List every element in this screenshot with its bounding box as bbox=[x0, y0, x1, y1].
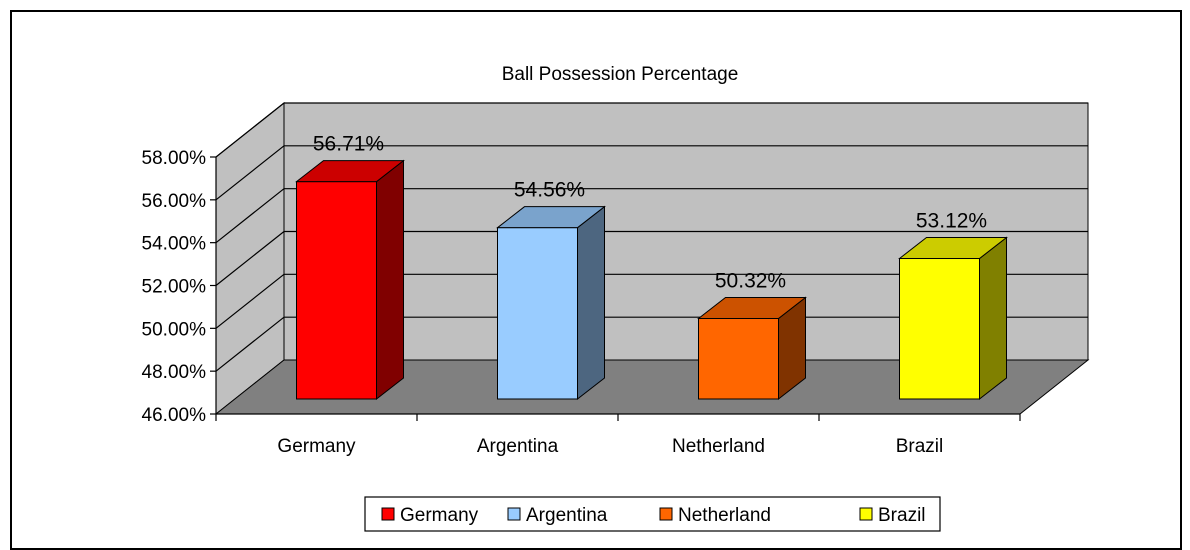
legend-label: Argentina bbox=[526, 505, 608, 526]
data-label: 56.71% bbox=[313, 133, 384, 156]
gridline bbox=[215, 102, 1088, 158]
data-labels: 56.71% 54.56% 50.32% 53.12% bbox=[313, 133, 987, 293]
bar-top bbox=[496, 206, 606, 229]
gridlines bbox=[215, 102, 1088, 372]
bar-top bbox=[898, 237, 1008, 260]
y-tick-label: 46.00% bbox=[142, 405, 207, 426]
legend-entry: Argentina bbox=[507, 505, 608, 526]
x-axis: Germany Argentina Netherland Brazil bbox=[215, 413, 1021, 457]
y-tick-label: 54.00% bbox=[142, 234, 207, 255]
x-tick-label: Netherland bbox=[672, 436, 765, 457]
y-axis: 46.00% 48.00% 50.00% 52.00% 54.00% 56.00% 58.0… bbox=[142, 148, 217, 426]
bar-germany bbox=[295, 159, 405, 401]
gridline bbox=[215, 188, 1088, 244]
y-tick-label: 52.00% bbox=[142, 277, 207, 298]
legend-swatch bbox=[507, 507, 521, 521]
bar-top bbox=[697, 296, 807, 319]
legend-label: Brazil bbox=[878, 505, 926, 526]
bar-argentina bbox=[496, 205, 606, 401]
gridline bbox=[215, 145, 1088, 201]
x-tick-label: Germany bbox=[277, 436, 356, 457]
bar-brazil bbox=[898, 236, 1008, 401]
chart-svg: 46.00% 48.00% 50.00% 52.00% 54.00% 56.00% 58.0… bbox=[142, 64, 1090, 532]
bar-front bbox=[296, 181, 377, 400]
bars bbox=[295, 159, 1008, 401]
gridline bbox=[215, 273, 1088, 329]
gridline bbox=[215, 316, 1088, 372]
legend-label: Netherland bbox=[678, 505, 771, 526]
data-label: 53.12% bbox=[916, 210, 987, 233]
chart-title: Ball Possession Percentage bbox=[502, 64, 739, 85]
legend-label: Germany bbox=[400, 505, 479, 526]
x-tick-label: Brazil bbox=[896, 436, 944, 457]
legend-swatch bbox=[381, 507, 395, 521]
bar-front bbox=[497, 227, 578, 400]
y-tick-label: 56.00% bbox=[142, 191, 207, 212]
gridline bbox=[215, 230, 1088, 286]
bar-top bbox=[295, 160, 405, 183]
bar-front bbox=[899, 258, 980, 400]
legend-entry: Germany bbox=[381, 505, 479, 526]
legend-entry: Brazil bbox=[859, 505, 926, 526]
bar-side bbox=[577, 205, 605, 401]
bar-side bbox=[979, 236, 1007, 401]
y-tick-label: 58.00% bbox=[142, 148, 207, 169]
legend-swatch bbox=[659, 507, 673, 521]
legend: Germany Argentina Netherland Brazil bbox=[364, 496, 941, 532]
legend-swatch bbox=[859, 507, 873, 521]
data-label: 54.56% bbox=[514, 179, 585, 202]
bar-netherland bbox=[697, 296, 807, 401]
y-tick-label: 50.00% bbox=[142, 319, 207, 340]
bar-side bbox=[376, 159, 404, 401]
legend-entry: Netherland bbox=[659, 505, 771, 526]
legend-box bbox=[364, 496, 941, 532]
bar-front bbox=[698, 317, 779, 400]
data-label: 50.32% bbox=[715, 269, 786, 292]
y-tick-label: 48.00% bbox=[142, 362, 207, 383]
x-tick-label: Argentina bbox=[477, 436, 559, 457]
